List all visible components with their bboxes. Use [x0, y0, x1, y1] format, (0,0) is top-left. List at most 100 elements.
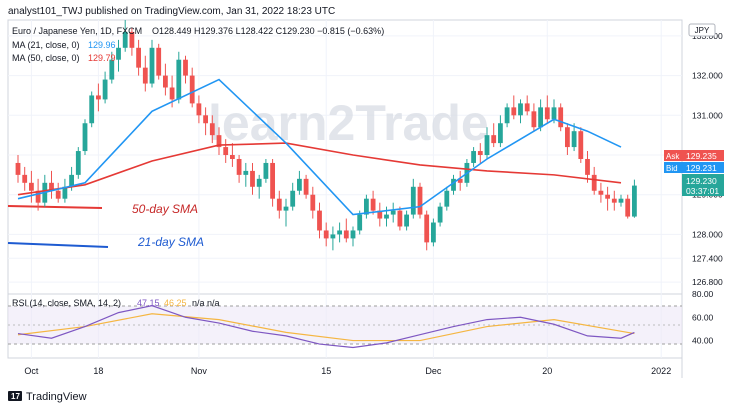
candle-body: [62, 186, 68, 199]
candle-body: [618, 198, 624, 203]
candle-body: [598, 190, 604, 195]
y-tick-label: 128.000: [692, 229, 723, 239]
candle-body: [142, 67, 148, 84]
candle-body: [69, 174, 74, 187]
y-tick-label: 132.000: [692, 71, 723, 81]
candle-body: [404, 214, 409, 227]
rsi-ma-line: [17, 313, 635, 342]
candle-body: [357, 214, 363, 231]
candle: [565, 123, 570, 156]
candle-body: [250, 170, 255, 187]
candle-body: [136, 47, 141, 68]
candle: [518, 99, 523, 124]
candle-body: [364, 198, 369, 215]
last-price-tag: [682, 174, 724, 196]
candle: [370, 190, 376, 215]
candle: [149, 39, 155, 88]
x-axis-ticks: Oct18Nov15Dec20202217Feb: [24, 366, 671, 376]
candle-body: [55, 190, 61, 199]
candle-body: [343, 230, 349, 239]
candle: [625, 194, 631, 219]
candle-body: [565, 127, 570, 148]
x-tick-label: 20: [542, 366, 552, 376]
candle: [404, 210, 409, 231]
candle-body: [216, 135, 222, 148]
candle: [163, 63, 168, 96]
candle-body: [444, 190, 450, 207]
candle: [431, 218, 436, 247]
ma50-legend-label: MA (50, close, 0): [12, 53, 80, 63]
candle-body: [263, 162, 269, 179]
candle: [230, 143, 235, 167]
candle: [343, 218, 349, 243]
candle: [102, 71, 108, 104]
candle-body: [531, 111, 537, 128]
candle: [310, 186, 316, 219]
candle-body: [625, 198, 631, 217]
candle: [364, 194, 369, 219]
candle-body: [323, 230, 329, 239]
candle: [350, 226, 356, 247]
candle: [136, 39, 141, 76]
candle-body: [611, 198, 617, 203]
candle-body: [109, 59, 115, 80]
rsi-y-ticks: 80.00 60.00 40.00: [692, 289, 714, 346]
rsi-y-tick-label: 60.00: [692, 312, 714, 322]
candle-body: [370, 198, 376, 211]
candle: [223, 139, 229, 163]
candle: [390, 202, 396, 223]
candle-body: [303, 178, 309, 195]
bar-countdown: 03:37:01: [686, 186, 719, 196]
candle: [330, 226, 336, 251]
candle-body: [518, 103, 523, 116]
candle-body: [544, 107, 550, 120]
candle-body: [129, 31, 135, 48]
candle-body: [223, 147, 229, 156]
y-tick-label: 126.800: [692, 277, 723, 287]
candle-body: [571, 131, 577, 148]
candle-body: [524, 103, 530, 112]
ask-tag-label: Ask: [666, 152, 680, 161]
candle: [538, 99, 543, 132]
tradingview-logo: 17: [8, 391, 22, 401]
ohlc-values: O128.449 H129.376 L128.422 C129.230 −0.8…: [152, 26, 384, 36]
candle: [611, 190, 617, 211]
candle-body: [585, 158, 590, 175]
candle-body: [504, 107, 510, 124]
candle-body: [390, 210, 396, 215]
candle: [283, 198, 289, 227]
grid: [8, 20, 682, 358]
candle-body: [498, 123, 503, 144]
candle-body: [169, 87, 175, 100]
candle: [236, 155, 242, 183]
candle: [524, 95, 530, 116]
candle-body: [230, 155, 235, 159]
candle: [317, 202, 322, 239]
candle: [142, 55, 148, 92]
last-price: 129.230: [686, 176, 717, 186]
candle-body: [297, 178, 302, 191]
candle-body: [163, 75, 168, 88]
y-tick-label: 131.000: [692, 110, 723, 120]
candle-body: [484, 135, 490, 156]
tradingview-logo-mark: 17: [11, 392, 20, 401]
candle-body: [236, 158, 242, 175]
candle: [618, 194, 624, 207]
candle: [62, 178, 68, 203]
candle: [15, 155, 21, 183]
candle: [82, 119, 88, 156]
currency-badge[interactable]: [688, 23, 716, 37]
candle-body: [116, 47, 121, 60]
candle: [209, 115, 215, 144]
candle: [270, 158, 275, 207]
annotation-21-day-sma: 21-day SMA: [137, 235, 204, 249]
rsi-legend-value: 47.15: [137, 298, 160, 308]
candle-body: [451, 178, 456, 191]
bid-tag-label-bg: [664, 162, 682, 173]
symbol-title: Euro / Japanese Yen, 1D, FXCM: [12, 26, 142, 36]
candle: [471, 147, 476, 167]
candle: [511, 95, 517, 120]
candle-body: [337, 230, 342, 235]
candle: [591, 166, 597, 195]
